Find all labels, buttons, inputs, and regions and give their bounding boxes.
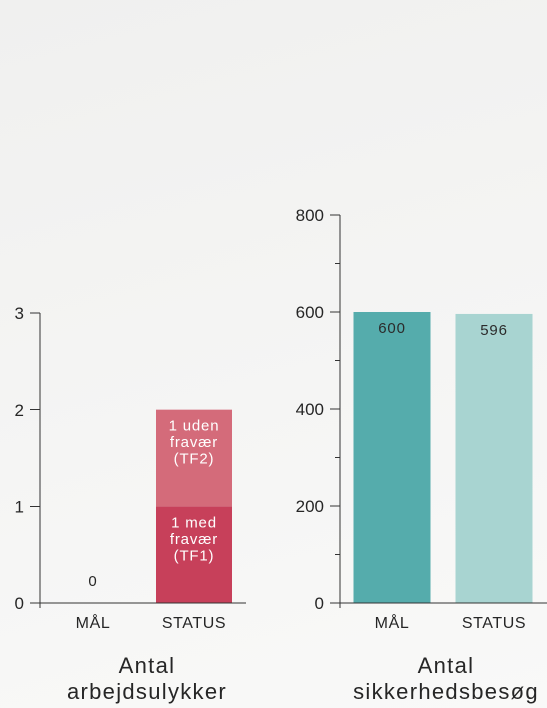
bar-status-series-1 <box>455 313 533 603</box>
y-tick-label: 400 <box>296 400 324 419</box>
chart-title-line: arbejdsulykker <box>67 679 227 704</box>
bar-status-series-2 <box>156 409 232 507</box>
bar-mal-series-1 <box>353 312 431 603</box>
y-tick-label: 1 <box>15 497 24 516</box>
y-tick-label: 600 <box>296 303 324 322</box>
chart-title-line: Antal <box>119 653 176 678</box>
data-label: 0 <box>88 573 97 590</box>
category-label-status: STATUS <box>462 615 526 632</box>
data-label: (TF1) <box>174 547 215 564</box>
category-label-mal: MÅL <box>375 613 410 632</box>
data-label: 600 <box>378 320 405 337</box>
category-label-status: STATUS <box>162 615 226 632</box>
bar-status-series-1 <box>156 506 232 603</box>
y-tick-label: 3 <box>15 304 24 323</box>
chart-title-line: sikkerhedsbesøg <box>353 679 539 704</box>
data-label: fravær <box>170 531 218 548</box>
y-tick-label: 0 <box>15 594 24 613</box>
y-tick-label: 200 <box>296 497 324 516</box>
y-tick-label: 800 <box>296 206 324 225</box>
bar-chart-2: 600 596 0 200 400 600 800 MÅL STATUS Antalsikkerh… <box>296 206 547 704</box>
data-label: 1 med <box>171 514 217 531</box>
chart-title-line: Antal <box>418 653 475 678</box>
y-tick-label: 2 <box>15 401 24 420</box>
category-label-mal: MÅL <box>76 613 111 632</box>
data-label: (TF2) <box>174 451 215 468</box>
data-label: 1 uden <box>169 418 220 435</box>
data-label: fravær <box>170 434 218 451</box>
data-label: 596 <box>480 322 507 339</box>
y-tick-label: 0 <box>315 594 324 613</box>
